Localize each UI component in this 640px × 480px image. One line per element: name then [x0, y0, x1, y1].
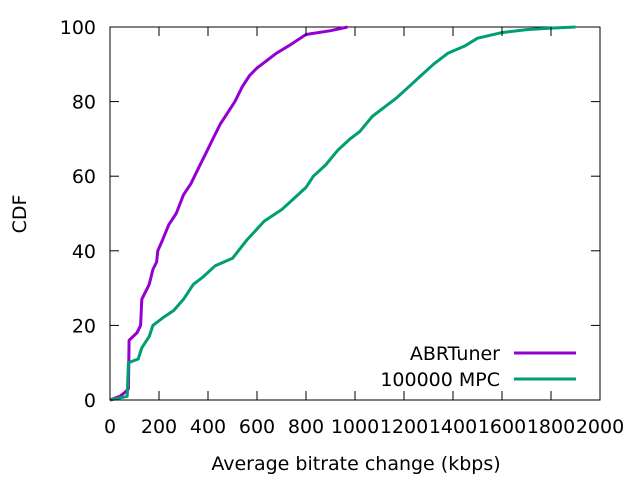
legend-label: ABRTuner: [410, 343, 500, 365]
y-tick-label: 60: [72, 166, 96, 188]
legend: ABRTuner 100000 MPC: [380, 343, 576, 391]
x-tick-label: 2000: [576, 416, 624, 438]
series-line-mpc: [109, 25, 576, 402]
x-axis-ticks: 0 200 400 600 800 1000 1200 1400 1600 1800 2000: [104, 27, 624, 438]
x-tick-label: 400: [190, 416, 226, 438]
x-tick-label: 1400: [429, 416, 477, 438]
y-tick-label: 100: [60, 17, 96, 39]
x-axis-label: Average bitrate change (kbps): [211, 453, 500, 475]
x-tick-label: 1800: [527, 416, 575, 438]
y-axis-label: CDF: [9, 195, 31, 234]
y-axis-ticks: 0 20 40 60 80 100: [60, 17, 600, 412]
y-tick-label: 20: [72, 315, 96, 337]
x-tick-label: 600: [239, 416, 275, 438]
y-tick-label: 80: [72, 92, 96, 114]
x-tick-label: 1600: [478, 416, 526, 438]
series-line-abrtuner: [109, 25, 348, 402]
y-tick-label: 0: [84, 390, 96, 412]
x-tick-label: 1000: [331, 416, 379, 438]
x-tick-label: 200: [141, 416, 177, 438]
x-tick-label: 800: [288, 416, 324, 438]
legend-label: 100000 MPC: [380, 369, 500, 391]
y-tick-label: 40: [72, 241, 96, 263]
x-tick-label: 0: [104, 416, 116, 438]
x-tick-label: 1200: [380, 416, 428, 438]
